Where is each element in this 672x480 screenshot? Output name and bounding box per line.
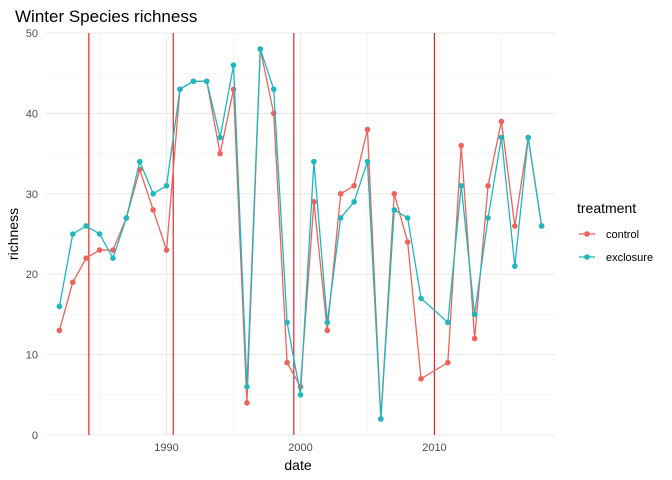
data-point-exclosure (418, 295, 424, 302)
y-tick-label: 10 (26, 350, 38, 362)
data-point-control (311, 199, 317, 205)
data-point-control (230, 86, 237, 93)
y-tick-label: 20 (26, 269, 38, 281)
data-point-control (110, 247, 116, 253)
data-point-control (391, 191, 398, 197)
data-point-exclosure (110, 255, 116, 261)
data-point-control (96, 247, 103, 253)
data-point-exclosure (270, 86, 277, 93)
data-point-exclosure (257, 46, 264, 52)
data-point-exclosure (190, 78, 197, 85)
data-point-exclosure (525, 134, 532, 141)
x-tick-label: 2000 (288, 442, 312, 454)
data-point-control (351, 182, 357, 189)
data-point-control (404, 239, 411, 245)
data-point-exclosure (297, 392, 304, 398)
legend-label-exclosure: exclosure (606, 252, 653, 264)
reference-lines (88, 33, 436, 435)
x-tick-label: 2010 (422, 442, 446, 454)
data-point-control (445, 359, 451, 366)
y-tick-label: 30 (26, 189, 38, 201)
data-point-exclosure (498, 134, 505, 141)
y-axis-title: richness (5, 208, 21, 260)
series-line-control (58, 48, 543, 419)
y-tick-label: 40 (26, 108, 38, 120)
data-point-exclosure (458, 182, 465, 189)
legend-marker-control (584, 231, 590, 237)
data-point-control (69, 279, 76, 286)
data-point-control (512, 223, 518, 229)
data-point-exclosure (177, 86, 183, 93)
data-point-exclosure (203, 78, 210, 85)
data-point-exclosure (163, 182, 170, 189)
legend-label-control: control (606, 229, 639, 241)
chart-title: Winter Species richness (15, 7, 197, 26)
legend: treatment control exclosure (577, 200, 653, 264)
data-point-exclosure (56, 303, 63, 310)
data-point-exclosure (83, 223, 89, 229)
legend-item-control: control (579, 229, 639, 241)
data-point-exclosure (538, 223, 545, 229)
data-point-exclosure (404, 215, 411, 221)
data-point-control (364, 126, 371, 133)
legend-item-exclosure: exclosure (579, 252, 653, 264)
data-point-exclosure (136, 158, 143, 165)
series-exclosure (56, 46, 545, 422)
data-point-exclosure (244, 383, 250, 390)
x-tick-label: 1990 (154, 442, 178, 454)
data-point-control (337, 191, 344, 197)
data-point-control (83, 255, 89, 261)
data-point-control (163, 247, 170, 253)
data-point-exclosure (364, 158, 371, 165)
data-point-exclosure (471, 311, 478, 318)
data-point-exclosure (123, 215, 130, 221)
data-point-control (217, 150, 223, 157)
data-point-control (498, 118, 505, 125)
data-point-exclosure (391, 207, 398, 213)
data-point-control (418, 375, 424, 382)
grid (46, 32, 555, 436)
legend-marker-exclosure (584, 254, 590, 260)
data-point-exclosure (217, 134, 223, 141)
data-point-exclosure (512, 263, 518, 269)
tick-labels: 0 10 20 30 40 50 1990 2000 2010 (26, 28, 447, 454)
series-line-exclosure (58, 48, 543, 419)
data-point-exclosure (230, 62, 237, 68)
data-point-control (56, 327, 63, 334)
data-point-exclosure (284, 319, 290, 326)
y-tick-label: 50 (26, 28, 38, 40)
data-point-control (284, 359, 290, 366)
data-point-exclosure (351, 199, 357, 205)
x-axis-title: date (284, 457, 311, 473)
data-point-control (471, 335, 478, 342)
data-point-exclosure (337, 215, 344, 221)
y-tick-label: 0 (32, 430, 38, 442)
data-point-exclosure (378, 416, 384, 422)
data-point-exclosure (485, 215, 491, 221)
data-point-exclosure (445, 319, 451, 326)
data-point-exclosure (311, 158, 317, 165)
data-point-control (324, 327, 331, 334)
data-point-control (150, 207, 156, 213)
legend-title: treatment (577, 200, 636, 216)
data-point-exclosure (324, 319, 331, 326)
data-point-exclosure (96, 231, 103, 237)
data-point-exclosure (69, 231, 76, 237)
data-point-exclosure (150, 191, 156, 197)
data-point-control (244, 400, 250, 406)
data-point-control (485, 182, 491, 189)
series-group (56, 46, 545, 422)
data-point-control (458, 142, 465, 149)
